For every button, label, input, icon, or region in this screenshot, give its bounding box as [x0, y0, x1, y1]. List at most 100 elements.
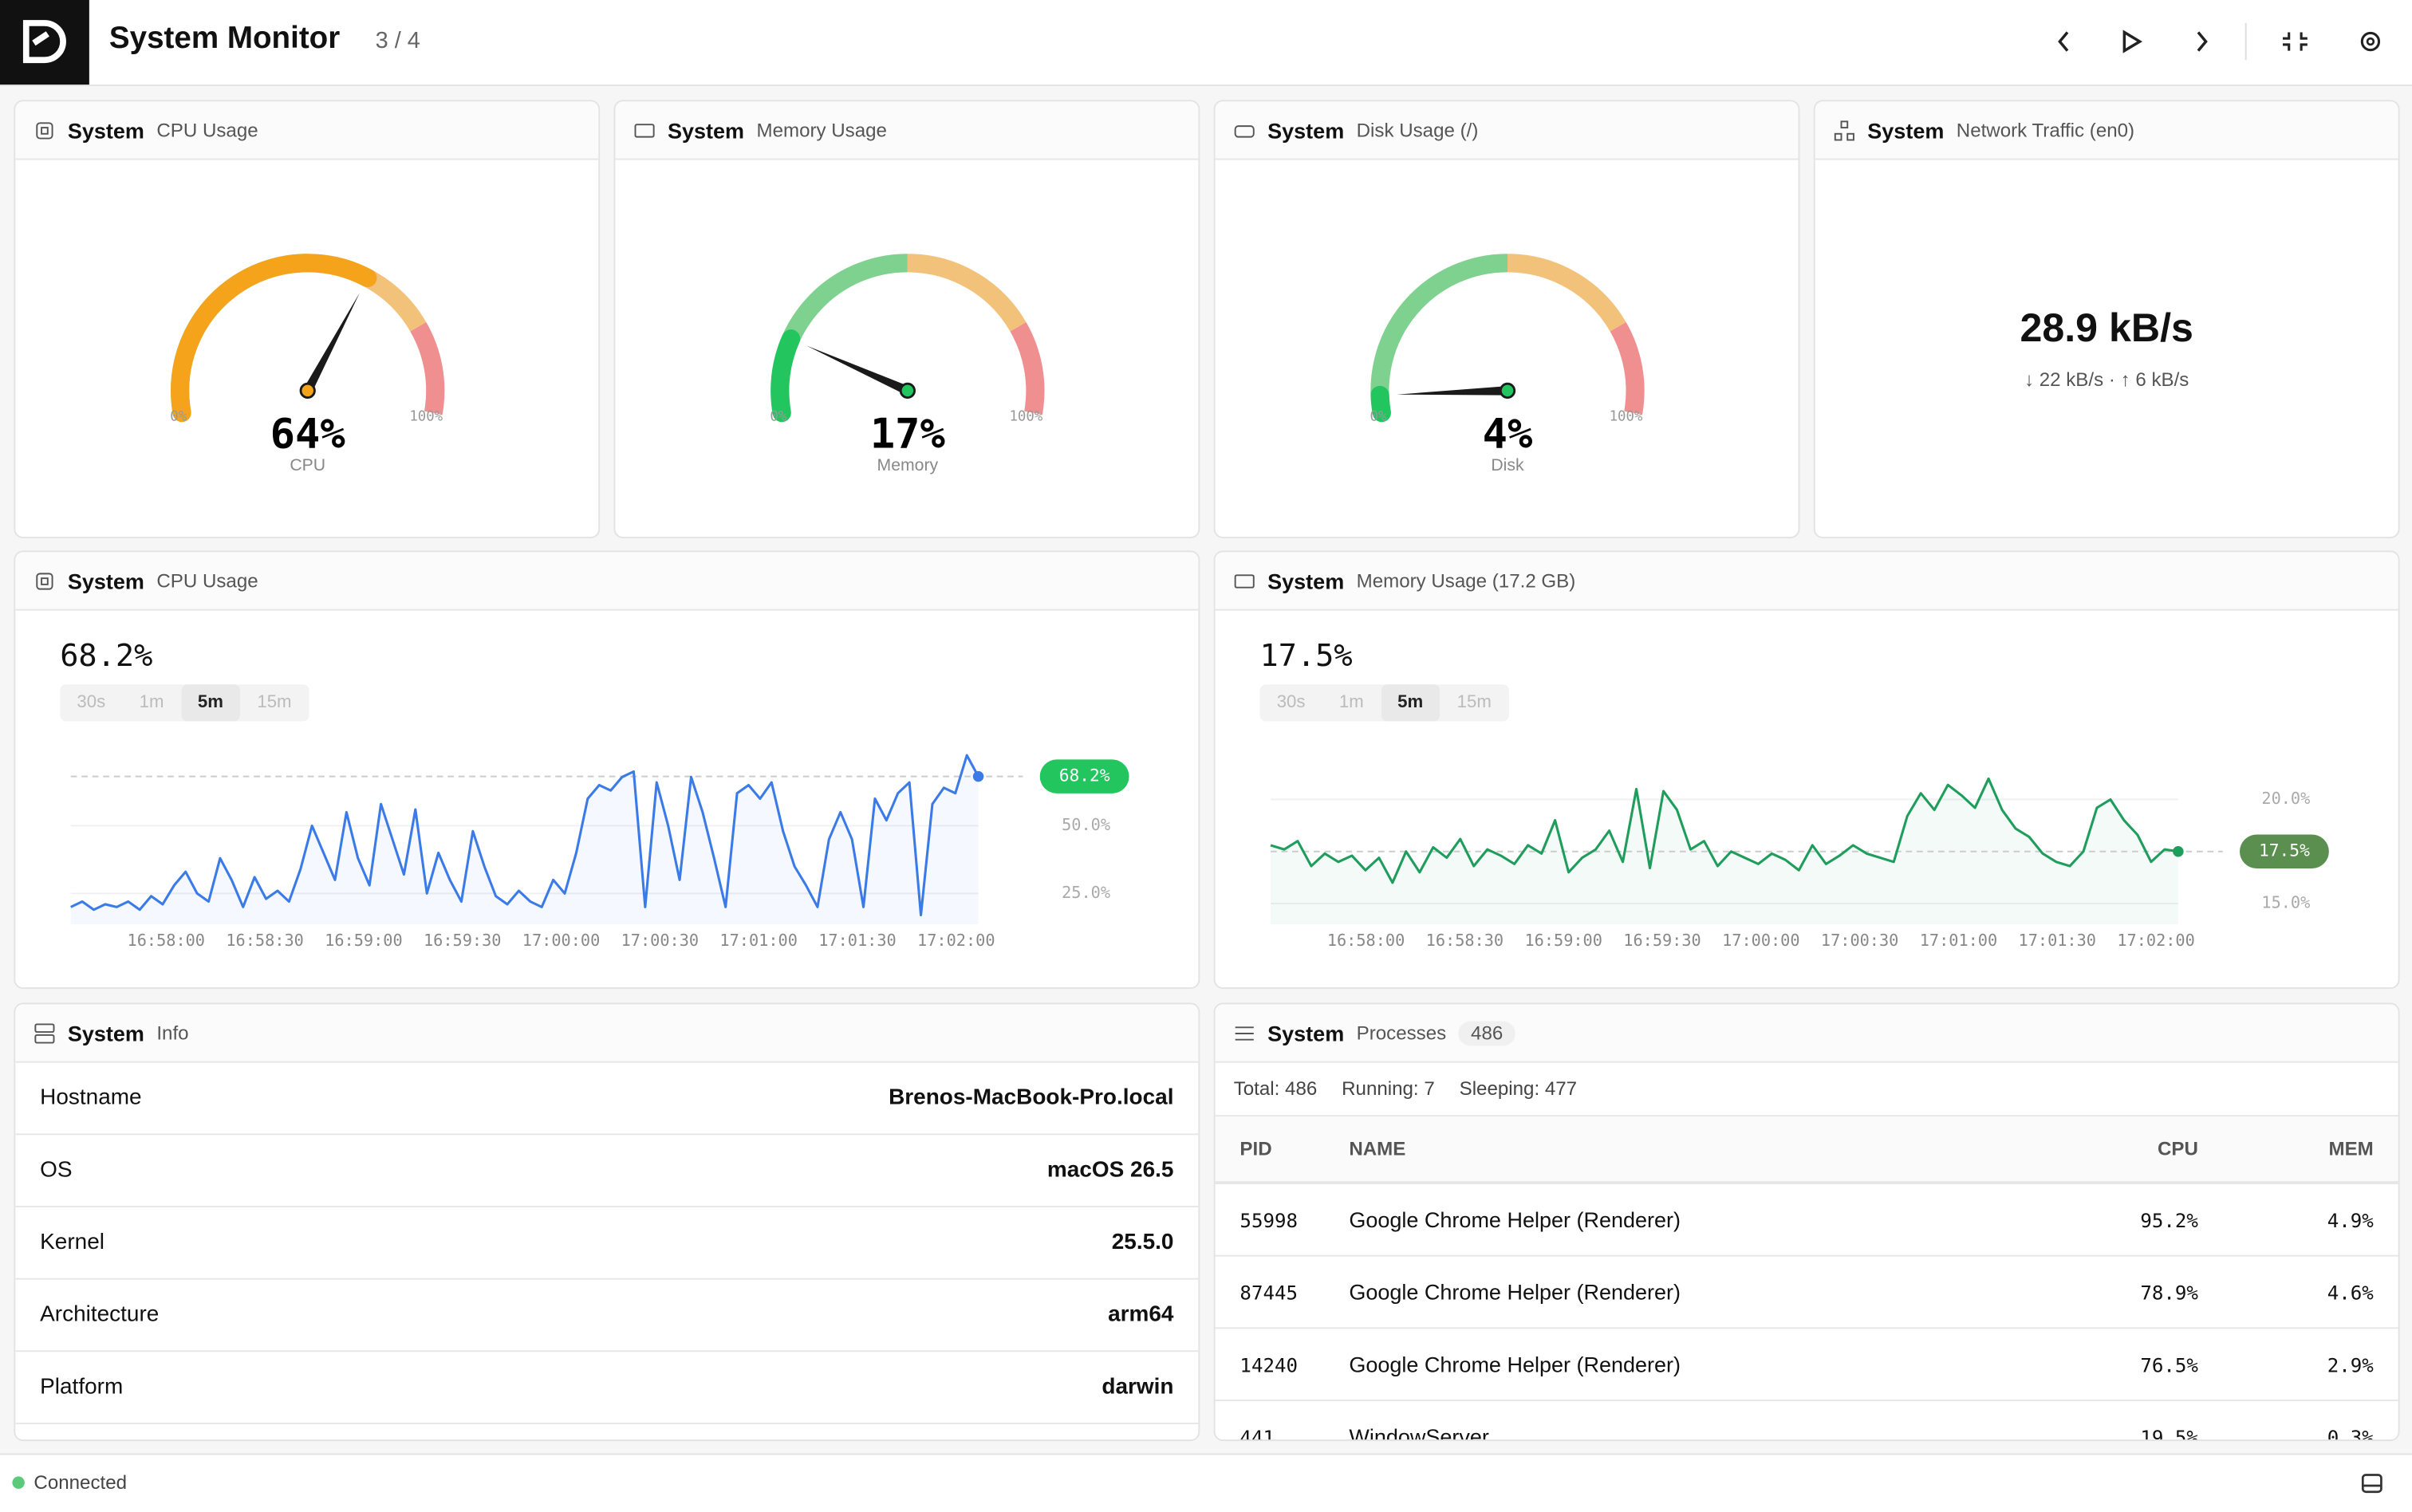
y-tick-label: 25.0%	[1062, 883, 1110, 902]
info-value: darwin	[1102, 1375, 1174, 1400]
settings-button[interactable]	[2360, 31, 2381, 52]
network-total: 28.9 kB/s	[2020, 304, 2193, 351]
range-button[interactable]: 15m	[257, 693, 292, 712]
gauge-card: System CPU Usage 0% 100% 64% CPU	[14, 100, 601, 538]
line-chart: 25.0% 50.0% 16:58:00 16:58:30 16:59:00 16:59:…	[70, 754, 1129, 950]
card-header: System Processes 486	[1215, 1004, 2398, 1063]
gauge-zone	[1507, 254, 1626, 332]
network-icon	[1834, 120, 1854, 140]
range-selector: 30s 1m 5m 15m	[60, 684, 309, 722]
card-header: System Network Traffic (en0)	[1815, 101, 2398, 160]
network-card: System Network Traffic (en0) 28.9 kB/s ↓ …	[1813, 100, 2400, 538]
info-value: Brenos-MacBook-Pro.local	[889, 1085, 1174, 1111]
source: System	[67, 568, 144, 593]
toolbar	[2058, 22, 2381, 61]
current-pill	[1039, 759, 1129, 793]
process-cell: Google Chrome Helper (Renderer)	[1349, 1279, 1681, 1305]
range-button[interactable]: 30s	[77, 693, 106, 712]
settings-dot	[2366, 37, 2375, 46]
logo[interactable]	[0, 0, 89, 85]
gauge-value-arc	[770, 329, 801, 423]
next-button[interactable]	[2197, 31, 2208, 52]
range-button[interactable]: 5m	[180, 684, 241, 722]
process-table: PID NAME CPU MEM 55998 Google Chrome Helper (…	[1215, 1116, 2398, 1442]
process-cell: 95.2%	[2140, 1207, 2198, 1231]
summary-item: Total: 486	[1233, 1077, 1318, 1100]
gauge-zone	[1370, 254, 1508, 415]
cpu-icon	[36, 121, 53, 139]
gauge-min-label: 0%	[770, 409, 786, 425]
range-button[interactable]: 1m	[139, 693, 164, 712]
column-header: NAME	[1349, 1138, 1406, 1160]
gauge-min-label: 0%	[170, 409, 187, 425]
source: System	[1267, 1020, 1345, 1045]
play-button[interactable]	[2122, 30, 2143, 53]
gauge-card: System Disk Usage (/) 0% 100% 4% Disk	[1213, 100, 1800, 538]
prev-button[interactable]	[2058, 31, 2069, 52]
card-header: System Info	[15, 1004, 1199, 1063]
process-count: 486	[1458, 1020, 1515, 1045]
gauge-max-label: 100%	[1610, 409, 1643, 425]
needle-hub	[1499, 382, 1516, 399]
range-button[interactable]: 5m	[1380, 684, 1440, 722]
info-row: Architecture arm64	[15, 1280, 1199, 1353]
chart-card: System Memory Usage (17.2 GB) 17.5% 30s 1m…	[1213, 550, 2400, 990]
card-title: Network Traffic (en0)	[1956, 119, 2135, 141]
info-key: Hostname	[40, 1085, 142, 1111]
process-cell: 19.5%	[2140, 1424, 2198, 1442]
source: System	[1267, 568, 1345, 593]
process-row: 55998 Google Chrome Helper (Renderer) 95.2…	[1215, 1184, 2398, 1257]
status-text: Connected	[34, 1471, 128, 1494]
server-icon	[34, 1022, 55, 1043]
x-tick-label: 17:00:30	[621, 931, 699, 950]
process-cell: 87445	[1240, 1280, 1299, 1304]
x-tick-label: 17:00:00	[1722, 931, 1799, 950]
process-row: 87445 Google Chrome Helper (Renderer) 78.9…	[1215, 1257, 2398, 1329]
info-key: OS	[40, 1158, 73, 1183]
x-tick-label: 16:58:00	[128, 931, 205, 950]
x-tick-label: 16:59:00	[325, 931, 402, 950]
y-tick-label: 50.0%	[1062, 815, 1110, 834]
logo-icon	[22, 20, 66, 64]
info-row: Platform darwin	[15, 1352, 1199, 1424]
summary-item: Sleeping: 477	[1459, 1077, 1578, 1100]
range-button[interactable]: 15m	[1456, 693, 1492, 712]
card-title: Memory Usage	[756, 119, 887, 141]
info-value: macOS 26.5	[1046, 1158, 1174, 1183]
range-button[interactable]: 30s	[1276, 693, 1306, 712]
up-rate: ↑ 6 kB/s	[2120, 368, 2189, 391]
gauge-card: System Memory Usage 0% 100% 17% Memory	[613, 100, 1200, 538]
gauge-needle	[1397, 386, 1508, 396]
process-cell: 14240	[1240, 1353, 1299, 1376]
gauge-zone	[1010, 322, 1045, 415]
needle-hub	[299, 382, 316, 399]
x-tick-label: 17:00:30	[1821, 931, 1898, 950]
cpu-icon	[36, 572, 53, 589]
x-tick-label: 16:58:30	[226, 931, 303, 950]
source: System	[67, 1020, 144, 1045]
process-summary: Total: 486 Running: 7 Sleeping: 477	[1215, 1063, 2398, 1117]
info-table: Hostname Brenos-MacBook-Pro.local OS macOS …	[15, 1063, 1199, 1424]
current-pill	[2239, 834, 2329, 868]
current-value: 17.5%	[1259, 636, 1353, 674]
gauge: 0% 100% 4%Disk	[1370, 254, 1645, 474]
source: System	[1867, 117, 1945, 143]
source: System	[1267, 117, 1345, 143]
header: System Monitor 3 / 4	[0, 0, 2412, 86]
range-button[interactable]: 1m	[1338, 693, 1364, 712]
panel-button[interactable]	[2361, 1472, 2386, 1497]
chart-card: System CPU Usage 68.2% 30s 1m 5m 15m 25.0% 50…	[14, 550, 1200, 990]
gauge-zone	[1610, 322, 1645, 415]
info-row: OS macOS 26.5	[15, 1135, 1199, 1207]
process-card: System Processes 486 Total: 486 Running: 7 S…	[1213, 1002, 2400, 1442]
last-point	[2173, 845, 2184, 857]
collapse-button[interactable]	[2282, 32, 2308, 51]
gauge-zone	[410, 322, 445, 415]
x-tick-label: 17:01:00	[1920, 931, 1997, 950]
separator: ·	[2108, 368, 2115, 391]
process-cell: 2.9%	[2327, 1353, 2374, 1376]
x-tick-label: 16:59:30	[424, 931, 501, 950]
line	[70, 754, 979, 917]
column-header: CPU	[2158, 1138, 2198, 1160]
process-cell: 4.9%	[2327, 1207, 2374, 1231]
